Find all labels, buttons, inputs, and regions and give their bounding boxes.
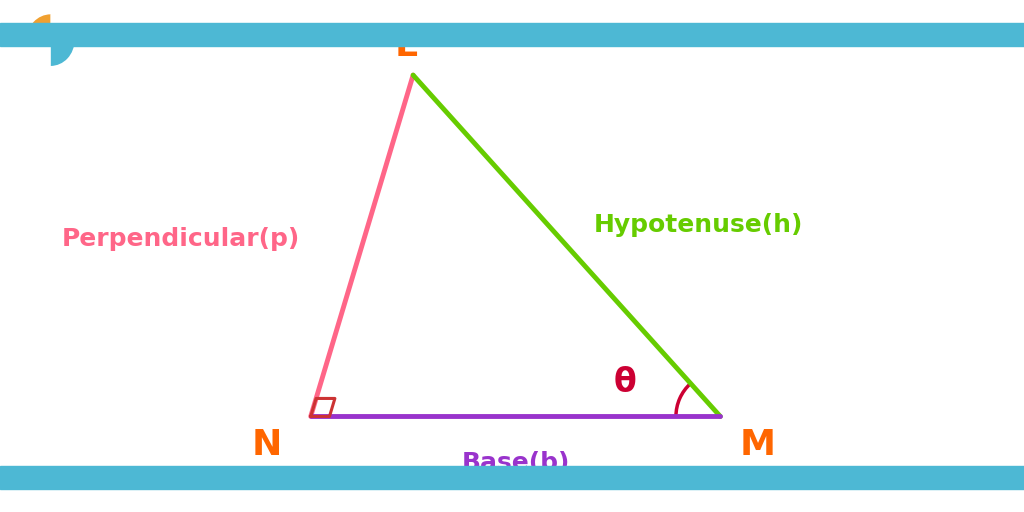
Text: STORY OF MATHEMATICS: STORY OF MATHEMATICS (28, 124, 105, 129)
Text: M: M (739, 429, 775, 462)
Text: θ: θ (613, 366, 636, 399)
Text: N: N (252, 429, 282, 462)
Text: SOM: SOM (38, 93, 95, 113)
Wedge shape (27, 14, 50, 40)
Wedge shape (50, 40, 75, 66)
Text: Base(b): Base(b) (462, 451, 569, 475)
Text: Hypotenuse(h): Hypotenuse(h) (594, 214, 804, 237)
Text: L: L (394, 29, 418, 63)
Wedge shape (50, 14, 75, 40)
Wedge shape (27, 40, 50, 66)
Text: Perpendicular(p): Perpendicular(p) (62, 227, 300, 251)
